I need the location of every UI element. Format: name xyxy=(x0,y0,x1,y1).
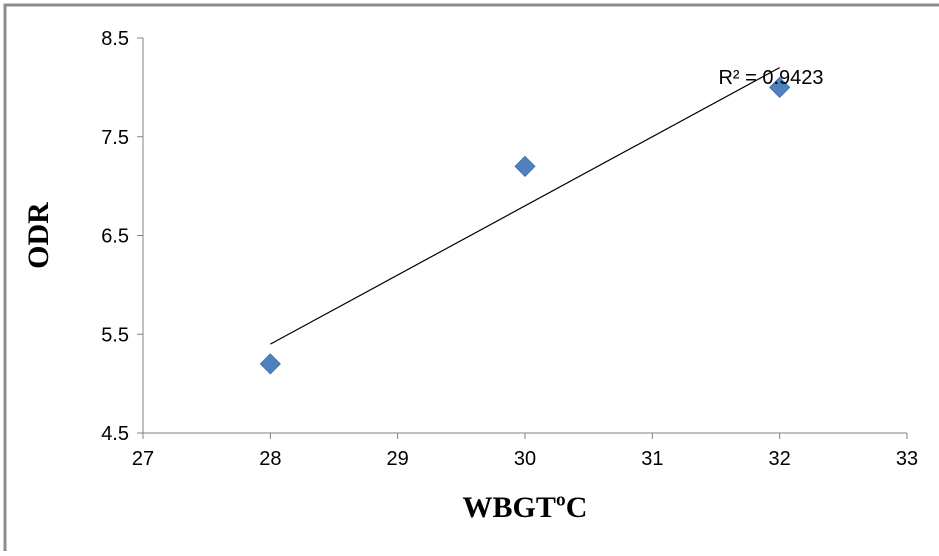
y-tick-label: 8.5 xyxy=(101,28,129,50)
x-tick-label: 30 xyxy=(514,448,536,470)
y-tick-label: 7.5 xyxy=(101,127,129,149)
y-tick-label: 5.5 xyxy=(101,324,129,346)
r-squared-annotation: R² = 0.9423 xyxy=(718,67,823,89)
labels: 4.5 5.5 6.5 7.5 8.5 27 28 29 30 31 32 33 WBGTºC ODR R²… xyxy=(22,28,918,524)
data-point-diamond xyxy=(514,155,536,177)
x-tick-label: 33 xyxy=(896,448,918,470)
x-tick-label: 28 xyxy=(259,448,281,470)
y-tick-label: 4.5 xyxy=(101,423,129,445)
axes xyxy=(137,37,908,439)
data-point-diamond xyxy=(259,353,281,375)
y-tick-label: 6.5 xyxy=(101,226,129,248)
data-points xyxy=(259,76,791,375)
x-tick-label: 32 xyxy=(769,448,791,470)
trendline xyxy=(270,67,780,345)
x-axis-title: WBGTºC xyxy=(463,491,588,524)
x-tick-label: 29 xyxy=(387,448,409,470)
trendline-group xyxy=(270,67,780,345)
y-axis-title: ODR xyxy=(22,202,55,269)
x-tick-label: 31 xyxy=(641,448,663,470)
data-point-diamond xyxy=(769,76,791,98)
x-tick-label: 27 xyxy=(132,448,154,470)
chart-border xyxy=(3,3,939,556)
